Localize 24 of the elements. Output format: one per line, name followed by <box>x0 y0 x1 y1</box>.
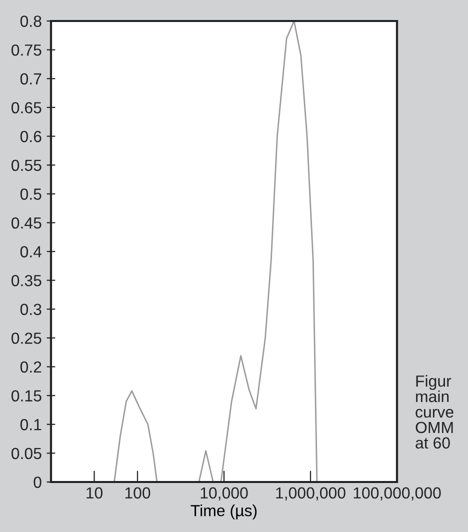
x-tick-label: 100,000,000 <box>354 487 441 500</box>
x-tick-label: 10 <box>86 487 103 499</box>
y-tick-label: 0.55 <box>12 160 42 172</box>
y-tick-label: 0.2 <box>20 361 42 373</box>
y-tick-label: 0.1 <box>20 419 42 430</box>
y-tick-label: 0.4 <box>20 246 42 258</box>
y-tick-label: 0.3 <box>20 304 42 316</box>
x-tick-label: 100 <box>125 487 150 499</box>
x-axis-title: Time (µs) <box>190 504 257 520</box>
y-tick-label: 0.65 <box>12 102 42 114</box>
y-tick-label: 0.8 <box>20 16 42 27</box>
y-tick-label: 0.15 <box>12 390 42 402</box>
y-tick-label: 0.05 <box>12 448 42 460</box>
y-tick-label: 0.25 <box>12 332 42 344</box>
x-tick-label: 10,000 <box>200 487 248 500</box>
y-tick-label: 0.6 <box>20 130 42 142</box>
y-tick-label: 0.45 <box>12 217 42 229</box>
y-tick-label: 0.7 <box>20 73 42 85</box>
x-tick-label: 1,000,000 <box>276 487 346 500</box>
y-tick-label: 0.5 <box>20 188 42 200</box>
y-tick-label: 0.35 <box>12 274 42 286</box>
text: Figur main curve OMM at 60 <box>416 375 454 449</box>
y-tick-label: 0.75 <box>12 44 42 56</box>
y-tick-label: 0 <box>34 476 42 488</box>
